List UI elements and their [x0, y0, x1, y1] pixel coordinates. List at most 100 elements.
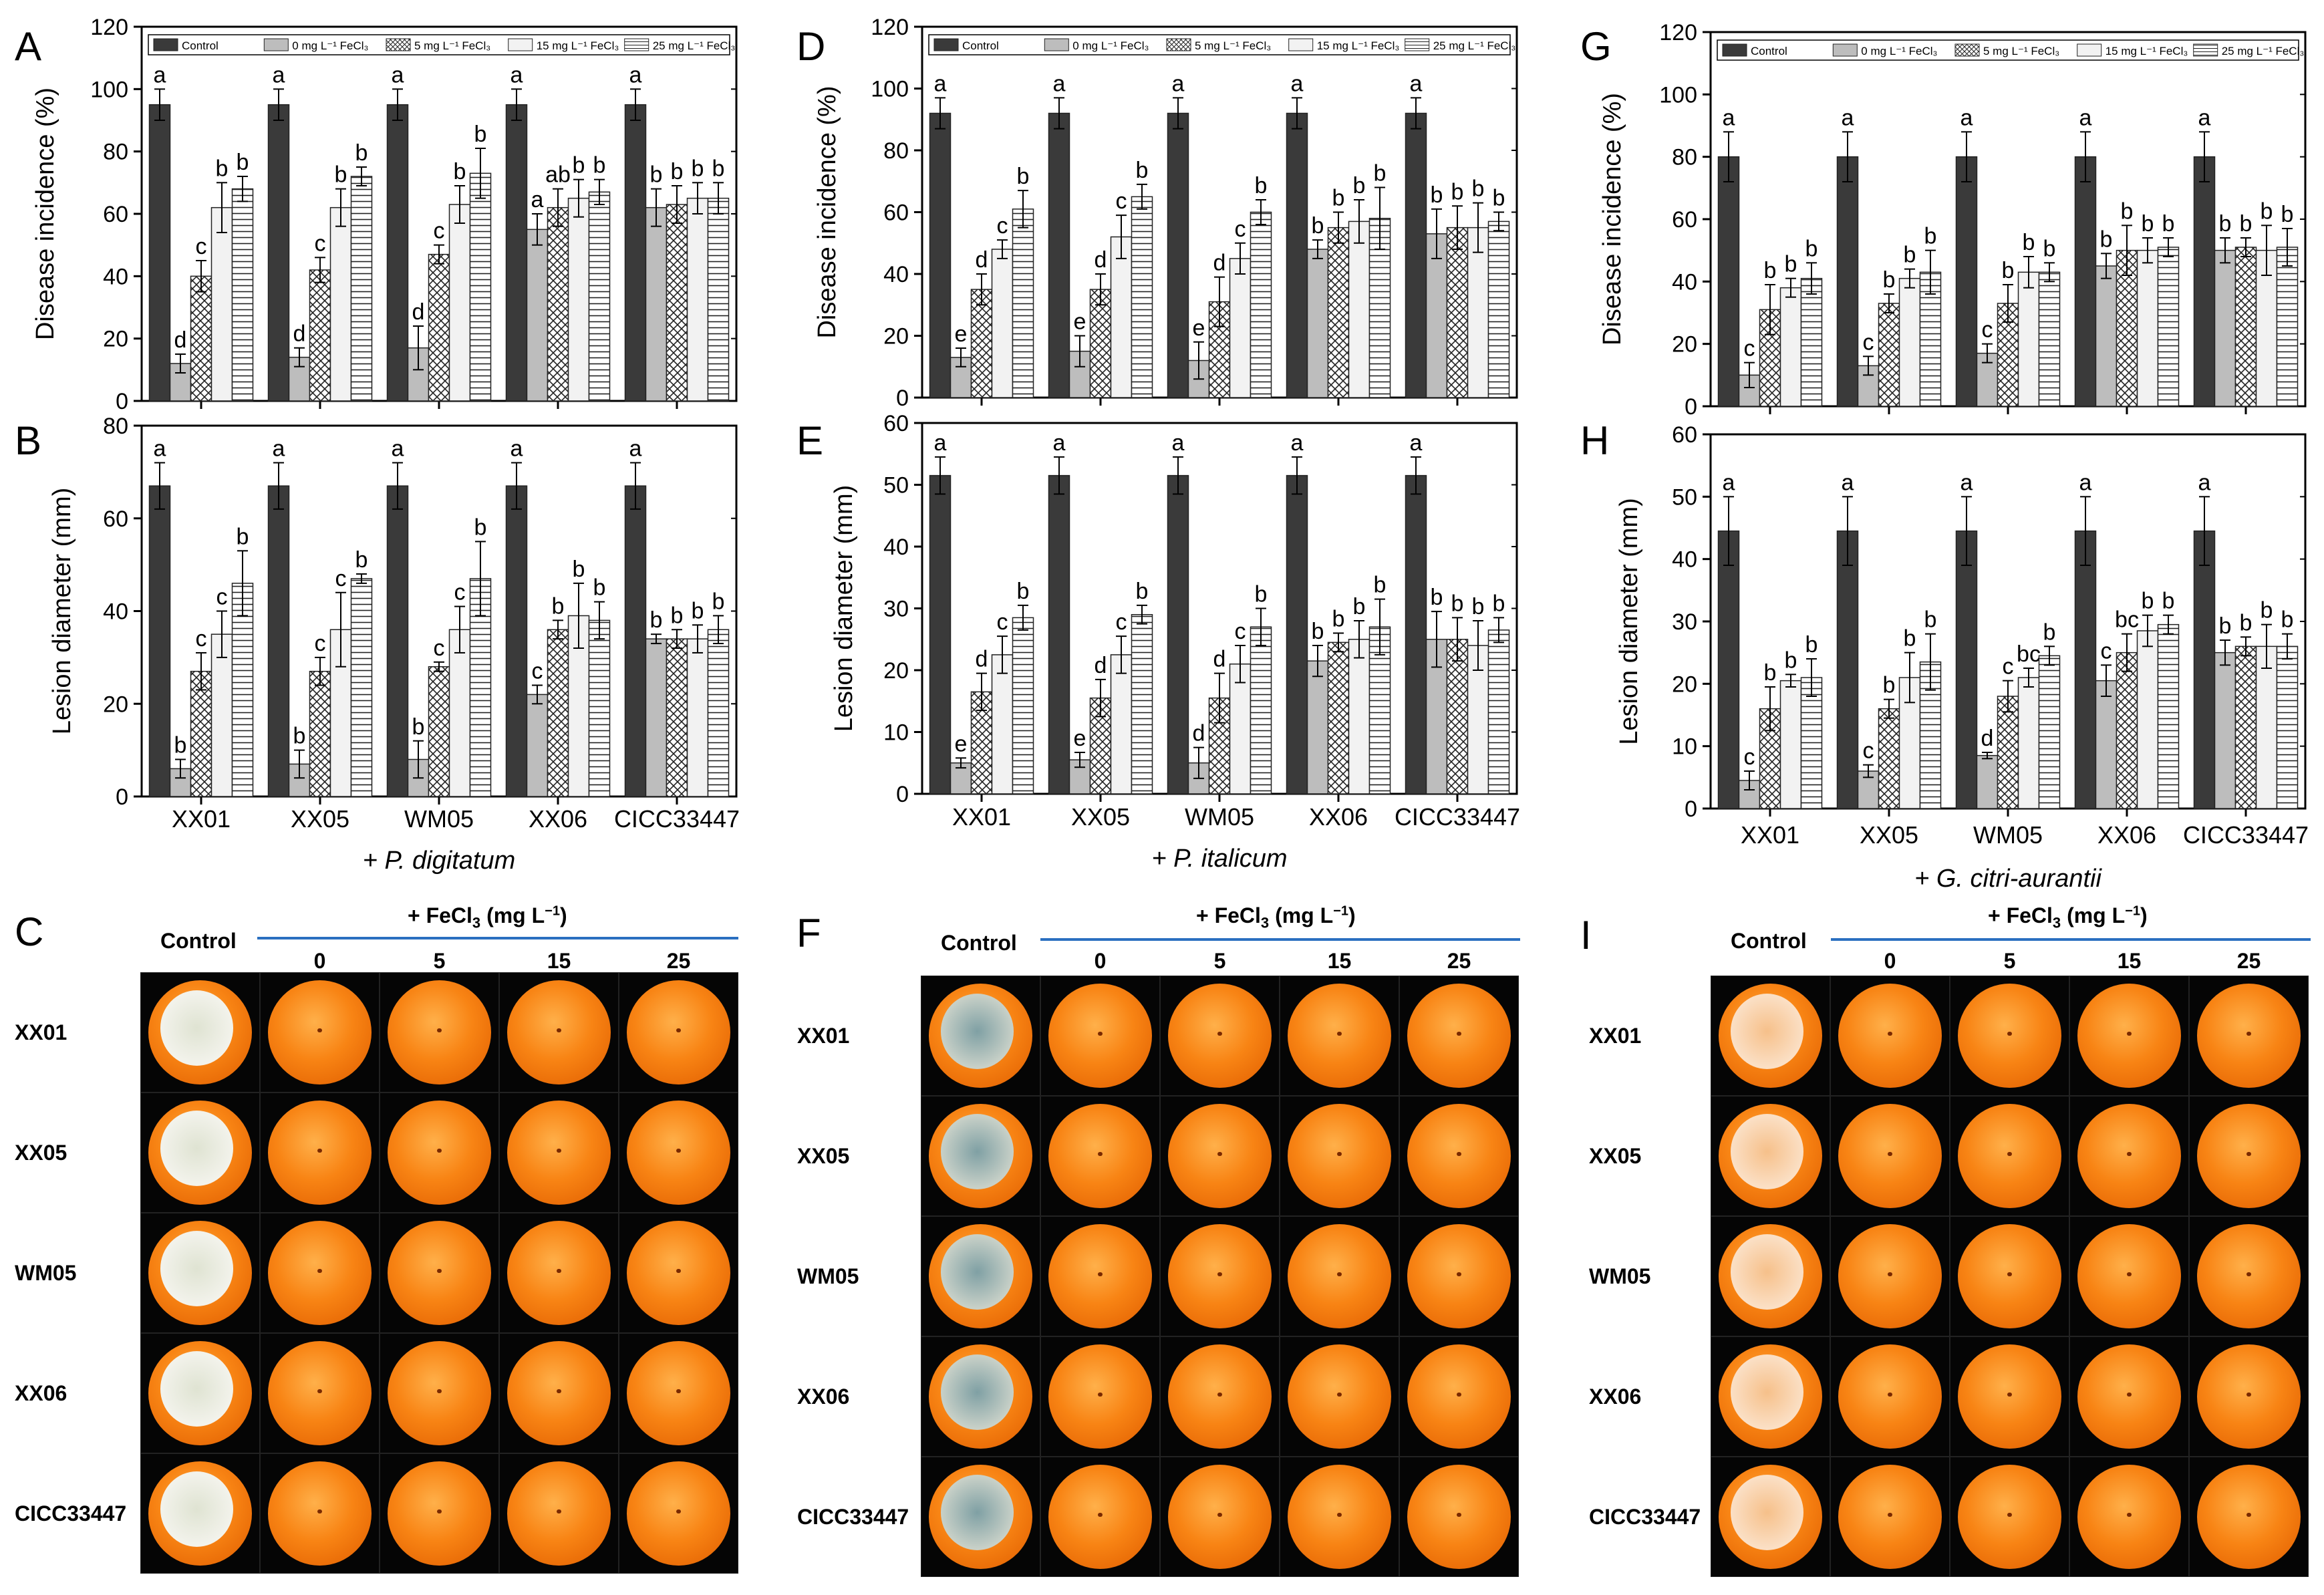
y-tick-label: 20	[103, 692, 128, 717]
significance-letter: c	[196, 626, 207, 651]
mold-lesion	[1731, 994, 1804, 1070]
significance-letter: b	[355, 547, 368, 573]
significance-letter: c	[2101, 638, 2112, 664]
significance-letter: b	[2142, 211, 2154, 237]
concentration-column-header: 25	[666, 949, 691, 973]
bar	[2095, 680, 2118, 809]
significance-letter: b	[650, 607, 663, 633]
inoculation-wound	[1888, 1512, 1892, 1517]
significance-letter: a	[1410, 430, 1423, 456]
inoculation-wound	[676, 1028, 681, 1032]
citrus-fruit	[1957, 983, 2062, 1089]
treated-fruit-photo	[1160, 1216, 1280, 1336]
fecl3-header-rule	[1831, 938, 2311, 941]
bar	[1800, 277, 1823, 407]
significance-letter: b	[573, 557, 585, 582]
citrus-fruit	[2077, 1344, 2182, 1449]
bar	[1467, 227, 1489, 398]
significance-letter: a	[511, 62, 523, 88]
strain-row-label: XX05	[15, 1141, 67, 1165]
strain-row-label: CICC33447	[1589, 1505, 1701, 1529]
treated-fruit-photo	[2069, 1216, 2189, 1336]
inoculation-wound	[1457, 1512, 1461, 1517]
bar	[231, 188, 254, 402]
significance-letter: b	[1805, 632, 1818, 658]
citrus-fruit	[148, 1100, 253, 1205]
mold-lesion	[160, 1471, 234, 1548]
significance-letter: b	[2002, 258, 2015, 283]
x-tick-label: CICC33447	[614, 805, 740, 833]
citrus-fruit	[1838, 1344, 1942, 1449]
citrus-fruit	[1407, 1464, 1511, 1570]
significance-letter: e	[1074, 726, 1086, 751]
significance-letter: b	[1451, 179, 1464, 204]
legend-label: Control	[182, 39, 219, 52]
inoculation-wound	[557, 1268, 561, 1273]
legend-label: 25 mg L⁻¹ FeCl₃	[653, 39, 736, 52]
significance-letter: b	[650, 162, 663, 188]
inoculation-wound	[437, 1028, 442, 1032]
significance-letter: b	[1431, 182, 1443, 208]
strain-row-label: WM05	[797, 1264, 859, 1288]
significance-letter: a	[1842, 105, 1854, 130]
treated-fruit-photo	[1399, 1096, 1519, 1216]
significance-letter: b	[293, 724, 306, 749]
significance-letter: b	[2261, 198, 2273, 224]
significance-letter: b	[1764, 660, 1777, 686]
bar	[2276, 645, 2299, 809]
inoculation-wound	[437, 1389, 442, 1393]
fecl3-unit: (mg L	[2061, 903, 2126, 927]
significance-letter: a	[2198, 105, 2211, 130]
significance-letter: b	[2162, 211, 2175, 237]
significance-letter: c	[315, 231, 326, 256]
citrus-fruit	[506, 1340, 611, 1446]
treated-fruit-photo	[1830, 1336, 1950, 1457]
significance-letter: d	[1193, 721, 1205, 746]
fecl3-header-rule	[1040, 938, 1520, 941]
significance-letter: b	[671, 603, 684, 628]
significance-letter: b	[1493, 591, 1505, 616]
inoculation-wound	[1888, 1272, 1892, 1276]
mold-lesion	[1731, 1114, 1804, 1190]
treated-fruit-photo	[1399, 1457, 1519, 1577]
treated-fruit-photo	[260, 1213, 380, 1333]
significance-letter: b	[2023, 230, 2035, 255]
y-tick-label: 40	[1672, 547, 1697, 573]
control-fruit-photo	[1711, 1096, 1830, 1216]
legend-label: Control	[1751, 45, 1787, 57]
y-tick-label: 100	[1659, 82, 1697, 108]
legend-label: 15 mg L⁻¹ FeCl₃	[537, 39, 619, 52]
bar	[2255, 249, 2278, 407]
citrus-fruit	[1287, 1223, 1392, 1329]
treated-fruit-photo	[2069, 1096, 2189, 1216]
inoculation-wound	[1337, 1512, 1342, 1517]
treated-fruit-photo	[1399, 976, 1519, 1096]
significance-letter: b	[1017, 164, 1030, 189]
panel-letter-F: F	[796, 911, 821, 956]
inoculation-wound	[1098, 1272, 1103, 1276]
inoculation-wound	[676, 1268, 681, 1273]
bar	[190, 275, 212, 402]
treated-fruit-photo	[260, 1333, 380, 1453]
bar	[1976, 754, 1999, 809]
bar	[1487, 629, 1510, 794]
significance-letter: c	[1863, 738, 1874, 764]
citrus-fruit	[626, 1340, 731, 1446]
legend-swatch	[153, 38, 178, 51]
citrus-fruit	[1838, 983, 1942, 1089]
bar	[2276, 247, 2299, 407]
bar	[686, 197, 709, 402]
inoculation-wound	[1457, 1272, 1461, 1276]
inoculation-wound	[1888, 1151, 1892, 1156]
significance-letter: e	[955, 731, 968, 756]
citrus-fruit	[267, 1100, 372, 1205]
bar	[1348, 221, 1370, 398]
inoculation-wound	[2127, 1272, 2132, 1276]
citrus-fruit	[387, 1340, 492, 1446]
bar	[1306, 660, 1329, 794]
significance-letter: b	[2281, 202, 2294, 227]
mold-lesion	[941, 1234, 1014, 1310]
strain-row-label: WM05	[15, 1261, 77, 1285]
significance-letter: b	[1924, 224, 1937, 249]
